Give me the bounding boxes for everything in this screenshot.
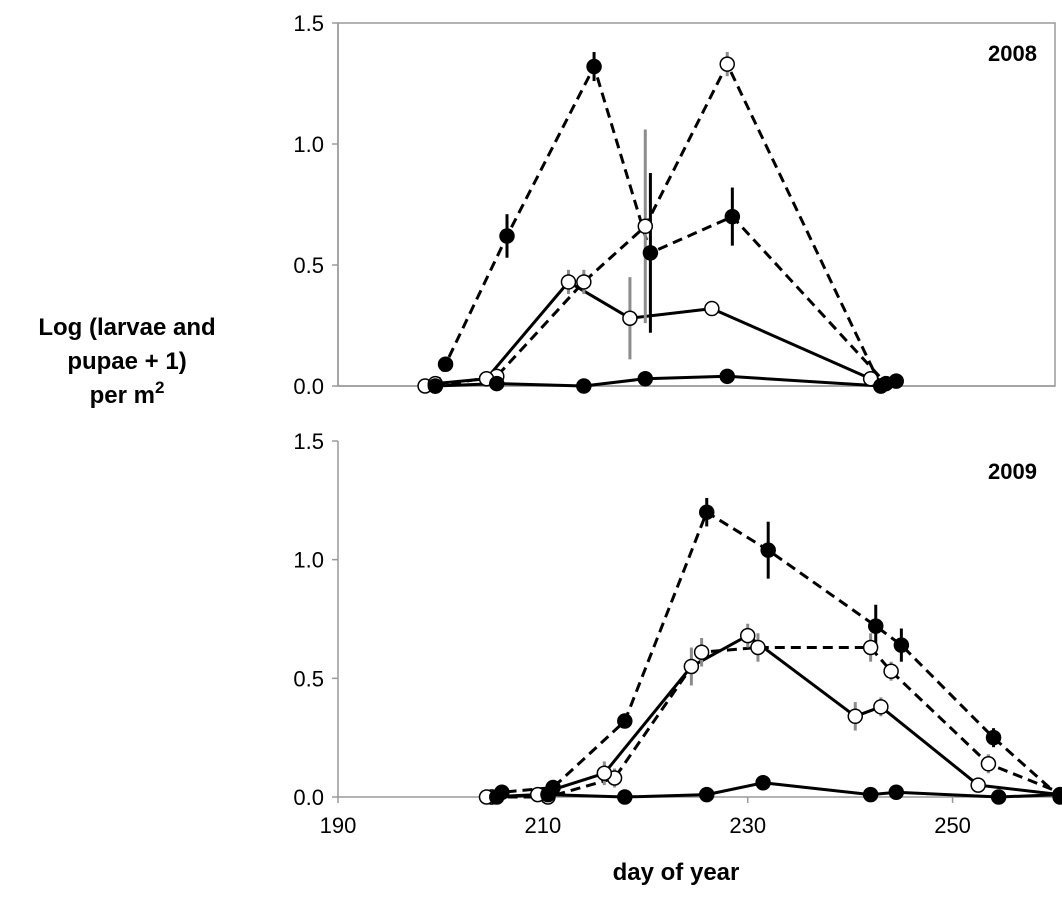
data-point [698, 786, 715, 803]
x-axis-title: day of year [613, 859, 740, 886]
data-point [596, 765, 613, 782]
data-point [873, 699, 889, 715]
panel-year-label: 2009 [988, 459, 1037, 484]
data-point [893, 637, 910, 653]
y-tick-label: 0.5 [293, 666, 324, 691]
data-point [862, 786, 879, 803]
y-tick-label: 1.0 [293, 548, 324, 573]
y-tick-label: 0.0 [293, 785, 324, 810]
data-point [576, 378, 592, 394]
data-point [540, 786, 556, 803]
data-point [642, 245, 659, 261]
data-point [724, 208, 741, 225]
data-point [760, 542, 776, 558]
error-bars [602, 497, 996, 788]
series-lines [424, 62, 897, 388]
data-point [617, 789, 633, 805]
y-tick-label: 0.5 [293, 253, 324, 278]
series-markers [478, 504, 1062, 805]
data-point [888, 784, 904, 801]
panel-year-label: 2008 [988, 41, 1037, 66]
data-point [683, 658, 700, 675]
data-point [873, 378, 889, 394]
y-axis-title-unit: per m [90, 382, 155, 409]
x-tick-label: 190 [320, 813, 357, 838]
data-point [970, 777, 986, 793]
data-point [560, 274, 577, 290]
y-tick-label: 0.0 [293, 374, 324, 399]
data-point [586, 58, 602, 75]
data-point [704, 300, 720, 317]
data-point [622, 310, 638, 326]
x-tick-label: 230 [729, 813, 766, 838]
data-point [427, 378, 444, 394]
data-point [755, 775, 771, 791]
data-point [980, 756, 997, 772]
data-point [1052, 786, 1062, 803]
data-point [576, 274, 592, 290]
panel-2009: 0.0 0.5 1.0 1.5 190 210 230 250 2009 [293, 429, 1062, 838]
series-line-1 [435, 62, 883, 388]
data-point [489, 789, 505, 805]
series-line-0 [490, 510, 1062, 799]
data-point [868, 618, 884, 634]
panel-2008: 0.0 0.5 1.0 1.5 2008 [293, 11, 1056, 399]
y-axis-title-line-1: Log (larvae and [38, 314, 215, 341]
data-point [637, 218, 654, 235]
y-axis-title-superscript: 2 [155, 378, 164, 397]
data-point [985, 729, 1002, 746]
data-point [888, 373, 904, 389]
series-markers [417, 56, 904, 394]
x-tick-label: 250 [934, 813, 971, 838]
data-point [883, 663, 899, 679]
data-point [499, 228, 515, 244]
data-point [847, 708, 864, 725]
series-line-0 [433, 65, 897, 387]
y-tick-label: 1.0 [293, 132, 324, 157]
data-point [698, 504, 715, 520]
data-point [990, 789, 1007, 805]
data-point [750, 639, 766, 656]
y-tick-label: 1.5 [293, 429, 324, 454]
data-point [719, 56, 735, 72]
data-point [637, 370, 654, 387]
series-line-1 [491, 646, 1062, 799]
y-axis-title-line-3: per m2 [90, 378, 165, 409]
panel-frame [337, 22, 1056, 387]
y-axis-title-line-2: pupae + 1) [67, 348, 186, 375]
data-point [437, 356, 454, 372]
data-point [862, 639, 879, 656]
y-tick-label: 1.5 [293, 11, 324, 36]
x-tick-label: 210 [524, 813, 561, 838]
data-point [489, 375, 505, 392]
data-point [693, 644, 710, 660]
chart-panels: 0.0 0.5 1.0 1.5 2008 0.0 0.5 1.0 1.5 190 210 230 250… [293, 11, 1062, 838]
data-point [719, 368, 735, 385]
data-point [739, 627, 756, 644]
data-point [617, 713, 633, 729]
